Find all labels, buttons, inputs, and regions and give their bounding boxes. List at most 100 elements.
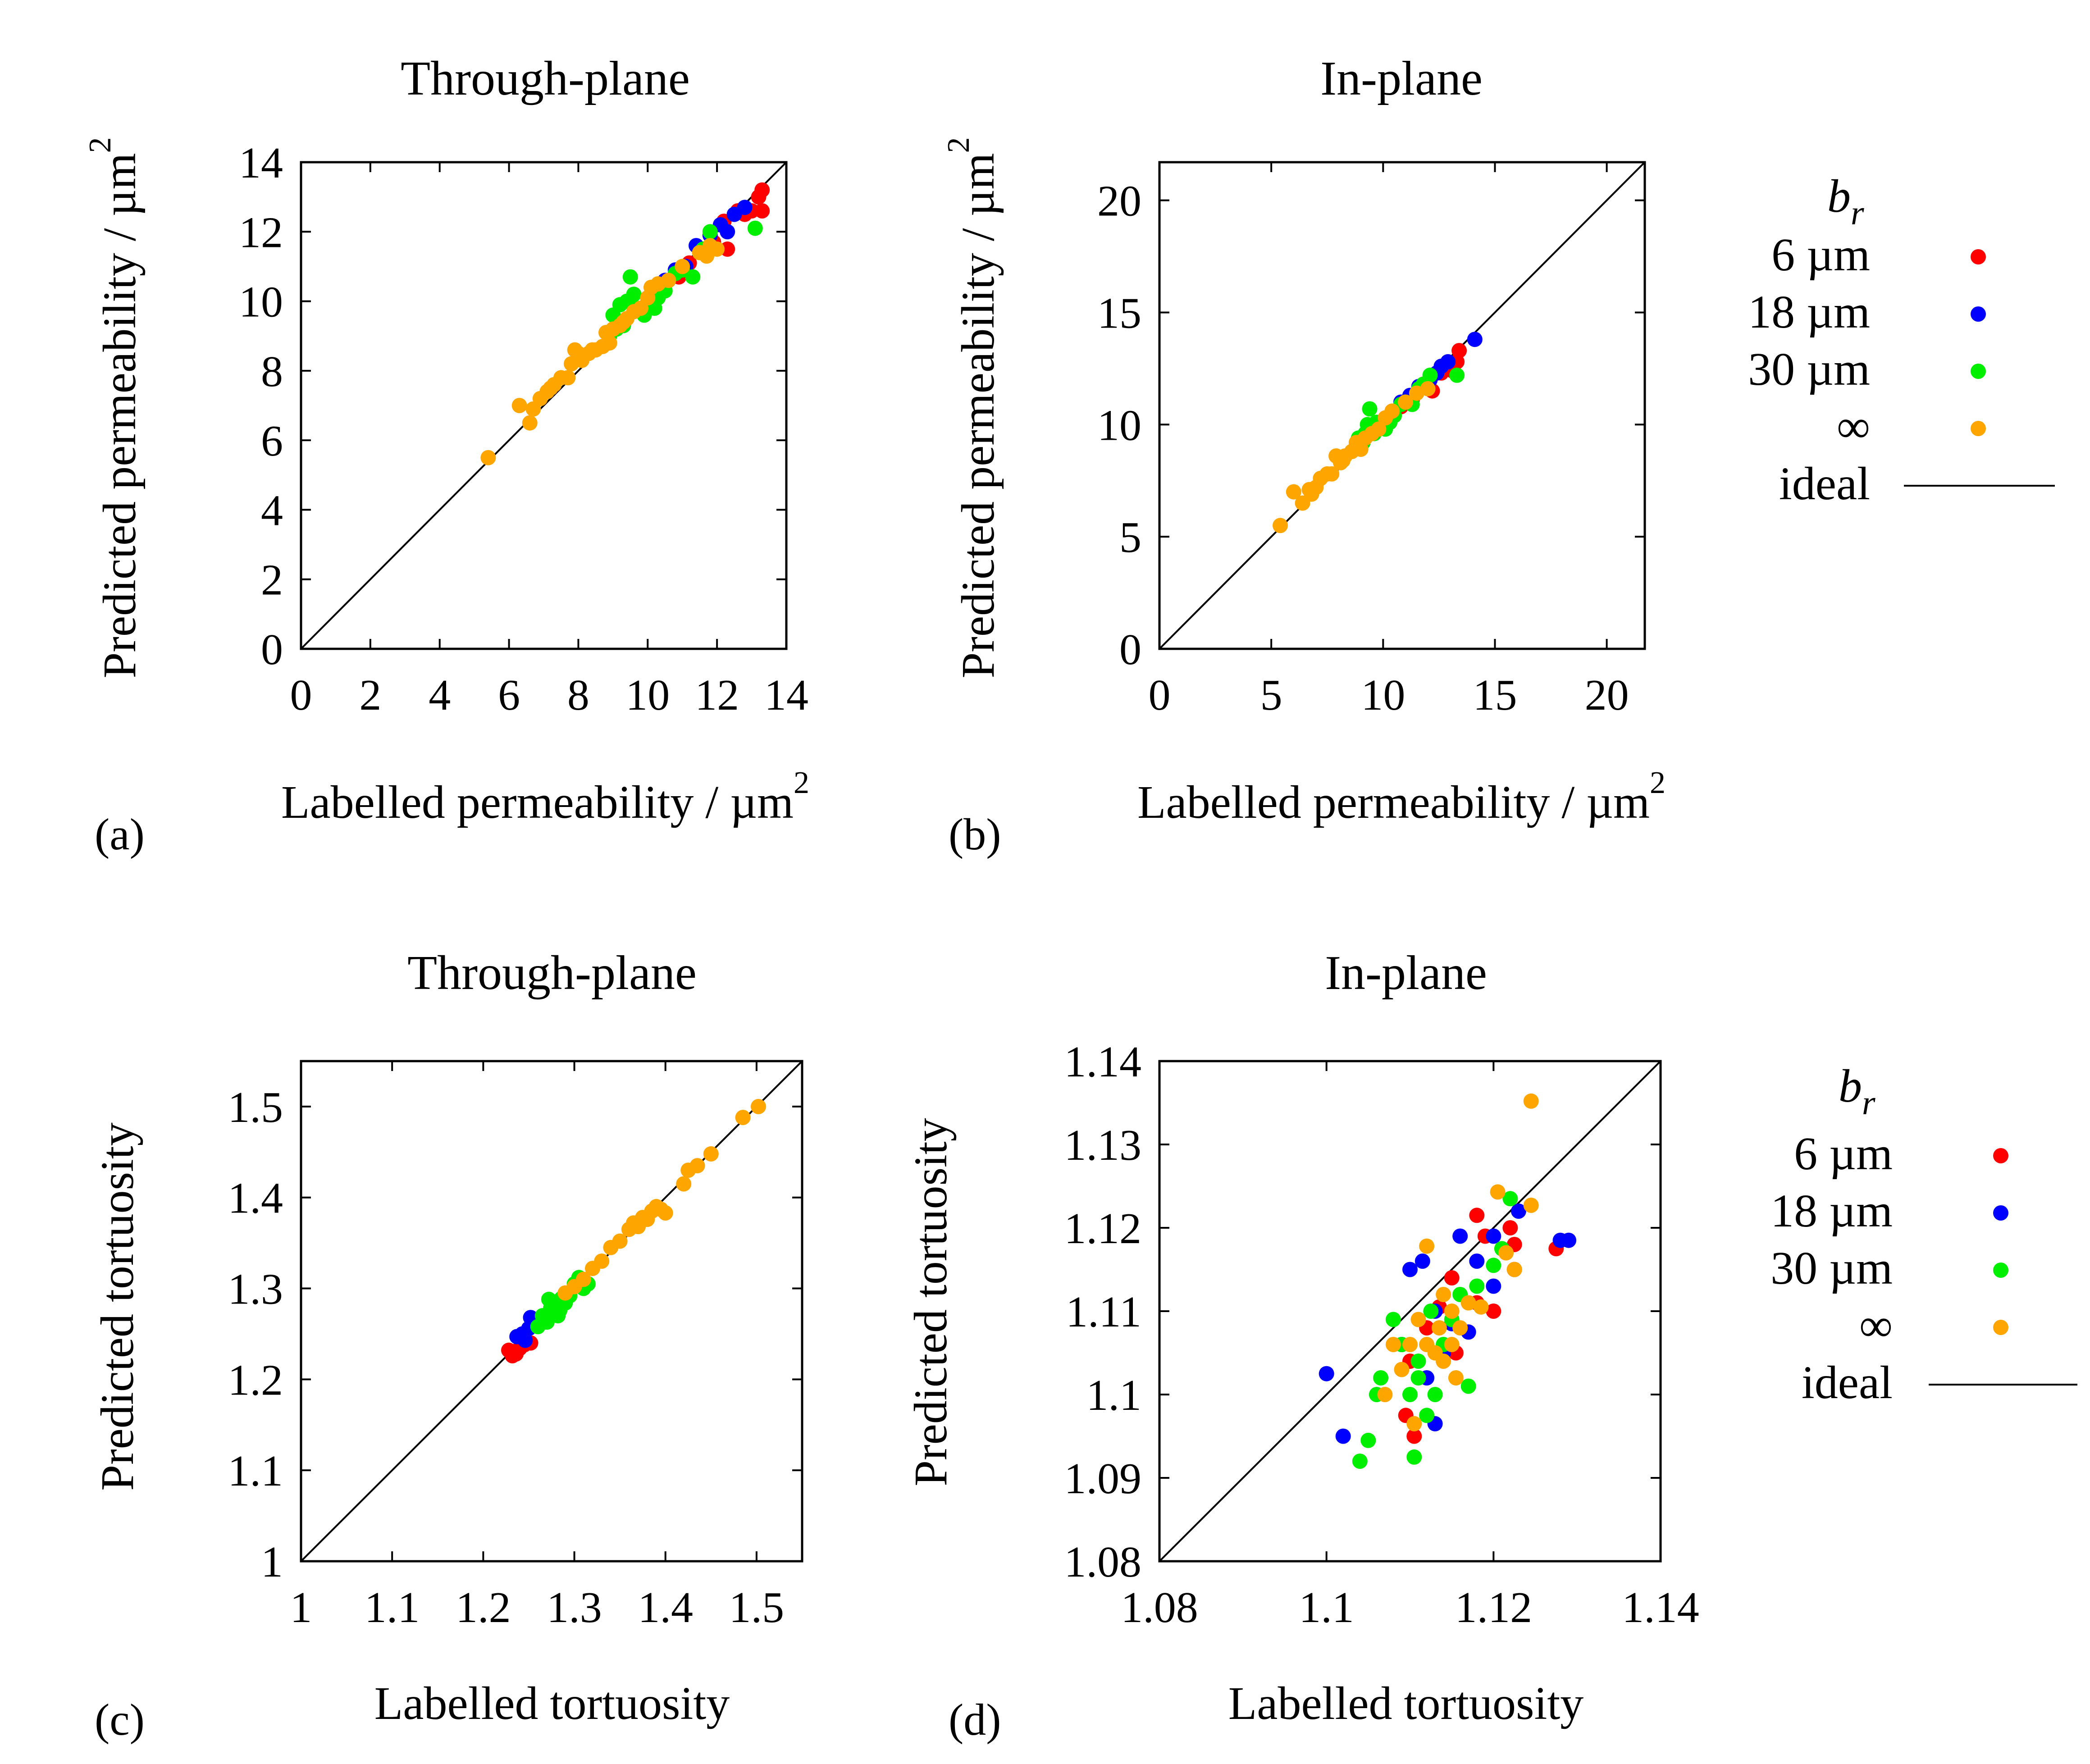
panel-a-point-series-3: [522, 415, 538, 431]
panel-d-point-series-3: [1448, 1370, 1464, 1386]
panel-b-point-series-3: [1273, 518, 1288, 533]
panel-a-ytick-label: 12: [239, 208, 283, 257]
panel-a-point-series-3: [699, 248, 715, 264]
panel-c-ytick-label: 1.3: [228, 1265, 283, 1314]
panel-d-point-series-1: [1402, 1262, 1418, 1277]
panel-d-point-series-2: [1385, 1312, 1401, 1327]
panel-a-point-series-2: [747, 220, 763, 236]
panel-d-ideal-line: [1159, 1060, 1661, 1562]
panel-d-point-series-3: [1523, 1093, 1539, 1109]
panel-d-ytick-label: 1.13: [1064, 1121, 1142, 1170]
panel-b-ytick-label: 0: [1119, 625, 1141, 674]
panel-d-frame: [1158, 1060, 1662, 1563]
panel-c-xtick-label: 1.1: [365, 1583, 420, 1632]
panel-b-point-series-3: [1286, 484, 1301, 500]
panel-d-point-series-3: [1473, 1299, 1489, 1315]
panel-b-point-series-3: [1335, 452, 1351, 468]
panel-b-xtick-label: 20: [1585, 671, 1629, 720]
panel-d-point-series-0: [1469, 1208, 1485, 1223]
legend-marker: [1993, 1148, 2008, 1163]
panel-c-ytick-label: 1.1: [228, 1447, 283, 1495]
panel-a-label: (a): [95, 809, 145, 859]
panel-c-label: (c): [95, 1695, 145, 1745]
panel-a-xlabel: Labelled permeability / µm2: [281, 766, 809, 828]
panel-a-ylabel: Predicted permeability / µm2: [83, 137, 146, 678]
panel-d-point-series-1: [1415, 1253, 1430, 1269]
panel-d-point-series-3: [1377, 1387, 1393, 1402]
panel-d-ytick-label: 1.14: [1064, 1038, 1142, 1086]
panel-c-frame: [300, 1060, 803, 1563]
panel-b-ytick-label: 5: [1119, 513, 1141, 562]
panel-d-point-series-2: [1423, 1304, 1439, 1319]
panel-d-point-series-3: [1436, 1354, 1451, 1369]
panel-a-point-series-3: [480, 450, 496, 465]
panel-d-point-series-3: [1506, 1262, 1522, 1277]
panel-b-xtick-label: 5: [1260, 671, 1282, 720]
legend-entry-label: ideal: [1802, 1357, 1893, 1408]
panel-d-point-series-3: [1498, 1245, 1514, 1261]
panel-d-point-series-1: [1486, 1278, 1501, 1294]
panel-d-xlabel: Labelled tortuosity: [1228, 1677, 1583, 1729]
panel-d-point-series-2: [1410, 1370, 1426, 1386]
panel-d-point-series-3: [1436, 1287, 1451, 1302]
panel-b-xtick-label: 15: [1473, 671, 1517, 720]
panel-d-point-series-3: [1419, 1337, 1435, 1352]
panel-b-point-series-3: [1420, 381, 1436, 397]
panel-c-xtick-label: 1: [290, 1583, 312, 1632]
panel-b-xtick-label: 0: [1149, 671, 1171, 720]
panel-a-xtick-label: 8: [567, 671, 589, 720]
panel-b-point-series-3: [1397, 394, 1413, 410]
panel-a-point-series-0: [754, 203, 770, 219]
panel-c-point-series-2: [552, 1303, 568, 1318]
panel-c-xlabel: Labelled tortuosity: [374, 1677, 730, 1729]
panel-c-ylabel: Predicted tortuosity: [91, 1122, 143, 1491]
panel-a-xtick-label: 2: [359, 671, 381, 720]
panel-b-label: (b): [949, 809, 1001, 859]
panel-b-point-series-3: [1371, 421, 1387, 437]
legend-entry-label: ∞: [1859, 1299, 1893, 1351]
legend-entry-label: ideal: [1779, 458, 1870, 510]
panel-d-ytick-label: 1.09: [1064, 1454, 1142, 1503]
panel-c-xtick-label: 1.4: [638, 1583, 693, 1632]
panel-a-xtick-label: 4: [429, 671, 451, 720]
panel-d-point-series-3: [1452, 1320, 1468, 1336]
panel-a-xtick-label: 10: [625, 671, 670, 720]
panel-a-point-series-1: [726, 206, 742, 222]
panel-d-point-series-0: [1406, 1428, 1422, 1444]
panel-c-point-series-2: [541, 1291, 557, 1307]
panel-a: Through-plane Labelled permeability / µm…: [83, 52, 809, 859]
panel-d-point-series-3: [1406, 1416, 1422, 1431]
panel-a-point-series-3: [616, 314, 631, 330]
panel-a-xtick-label: 14: [764, 671, 808, 720]
legend-top-title: br: [1827, 170, 1864, 232]
panel-c-xtick-label: 1.5: [729, 1583, 785, 1632]
panel-c-xtick-label: 1.2: [456, 1583, 511, 1632]
panel-d-xtick-label: 1.12: [1455, 1583, 1533, 1632]
panel-d-point-series-2: [1419, 1408, 1435, 1423]
panel-c-title: Through-plane: [407, 946, 697, 1000]
panel-d-xtick-label: 1.14: [1622, 1583, 1699, 1632]
panel-a-point-series-2: [702, 224, 718, 240]
panel-a-point-series-0: [751, 189, 767, 205]
panel-a-xtick-label: 12: [695, 671, 739, 720]
panel-d-ytick-label: 1.12: [1064, 1204, 1142, 1253]
legend-marker: [1971, 249, 1986, 264]
panel-c-point-series-3: [676, 1176, 692, 1192]
panel-a-point-series-3: [584, 342, 600, 358]
panel-d-point-series-0: [1502, 1220, 1518, 1235]
legend-marker: [1971, 306, 1986, 322]
panel-b: In-plane Labelled permeability / µm2 Pre…: [941, 52, 1666, 859]
panel-d-point-series-3: [1402, 1337, 1418, 1352]
panel-a-ytick-label: 6: [261, 417, 283, 465]
panel-d-point-series-3: [1523, 1198, 1539, 1213]
panel-c-point-series-3: [751, 1099, 766, 1114]
panel-b-ytick-label: 15: [1097, 289, 1141, 337]
panel-a-title: Through-plane: [401, 52, 690, 105]
panel-a-ytick-label: 8: [261, 347, 283, 396]
panel-b-point-series-1: [1467, 332, 1483, 347]
panel-d-point-series-2: [1486, 1258, 1501, 1273]
panel-b-point-series-3: [1384, 403, 1400, 419]
panel-d-point-series-2: [1469, 1278, 1485, 1294]
